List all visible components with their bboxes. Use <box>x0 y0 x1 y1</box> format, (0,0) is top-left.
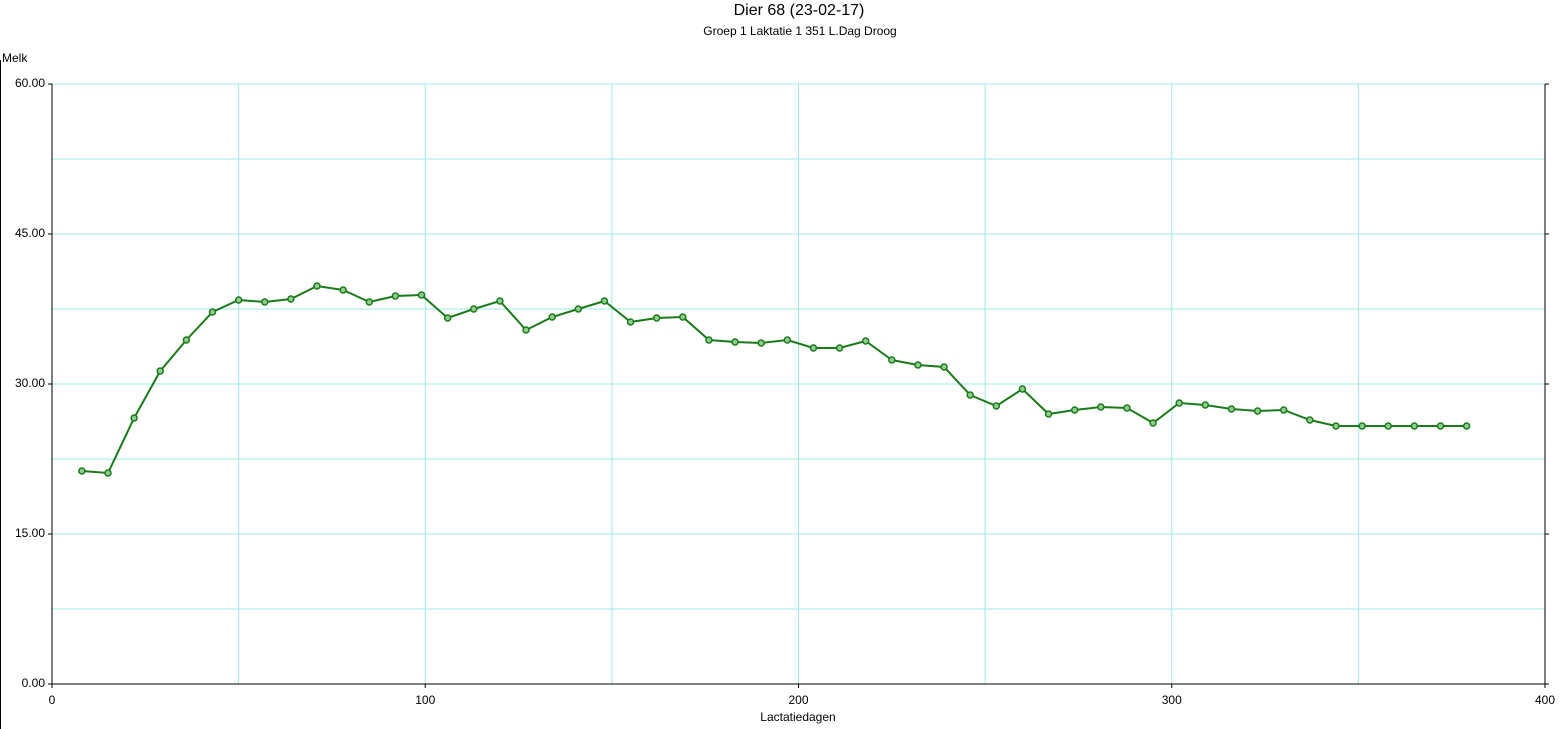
data-point <box>130 414 138 422</box>
y-axis-label: Melk <box>2 51 28 65</box>
data-point <box>861 337 870 345</box>
data-point <box>1358 422 1366 430</box>
data-point <box>1384 422 1392 430</box>
data-point <box>992 402 1001 410</box>
data-point <box>78 467 86 475</box>
data-point <box>914 361 922 369</box>
data-point <box>522 326 530 334</box>
data-point <box>313 282 321 290</box>
data-point <box>339 286 347 294</box>
y-tick-label: 15.00 <box>15 526 45 540</box>
data-point <box>888 356 896 364</box>
data-point <box>1227 405 1236 413</box>
data-line <box>81 284 1467 475</box>
data-point <box>208 308 217 316</box>
data-point <box>1123 404 1131 412</box>
data-point <box>626 318 635 326</box>
data-point <box>1279 406 1288 414</box>
data-point <box>443 314 452 322</box>
y-tick-label: 45.00 <box>15 226 45 240</box>
data-point <box>731 338 739 346</box>
y-tick-label: 60.00 <box>15 76 45 90</box>
data-point <box>470 305 478 313</box>
data-point <box>1149 419 1157 427</box>
data-point <box>1175 399 1183 407</box>
data-point <box>757 339 765 347</box>
data-point <box>104 469 112 477</box>
data-point <box>182 336 191 344</box>
y-tick-label: 0.00 <box>22 676 46 690</box>
data-point <box>966 391 974 399</box>
data-point <box>679 313 687 321</box>
data-point <box>1201 401 1210 409</box>
x-tick-label: 300 <box>1162 693 1182 707</box>
data-point <box>1097 403 1105 411</box>
x-tick-label: 100 <box>415 693 435 707</box>
data-point <box>1410 422 1419 430</box>
y-tick-label: 30.00 <box>15 376 45 390</box>
data-point <box>705 336 713 344</box>
data-point <box>574 305 583 313</box>
x-tick-label: 0 <box>49 693 56 707</box>
data-point <box>234 296 243 304</box>
chart-subtitle: Groep 1 Laktatie 1 351 L.Dag Droog <box>703 24 896 38</box>
data-point <box>261 298 269 306</box>
data-point <box>391 292 400 300</box>
data-point <box>783 336 792 344</box>
data-point <box>940 363 948 371</box>
data-point <box>1044 410 1053 418</box>
data-point <box>600 297 609 305</box>
x-tick-label: 400 <box>1535 693 1555 707</box>
data-point <box>1018 385 1027 393</box>
data-point <box>1462 422 1471 430</box>
data-point <box>496 297 504 305</box>
data-point <box>417 291 426 299</box>
data-point <box>1253 407 1262 415</box>
data-point <box>548 313 556 321</box>
data-point <box>365 298 374 306</box>
data-point <box>1436 422 1445 430</box>
data-point <box>1306 416 1314 424</box>
data-point <box>835 344 844 352</box>
data-point <box>809 344 818 352</box>
x-axis-label: Lactatiedagen <box>760 710 835 724</box>
data-point <box>652 314 661 322</box>
data-point <box>156 367 164 375</box>
x-tick-label: 200 <box>788 693 808 707</box>
data-point <box>1070 406 1079 414</box>
data-point <box>1332 422 1340 430</box>
data-point <box>287 295 295 303</box>
chart-title: Dier 68 (23-02-17) <box>734 2 865 19</box>
